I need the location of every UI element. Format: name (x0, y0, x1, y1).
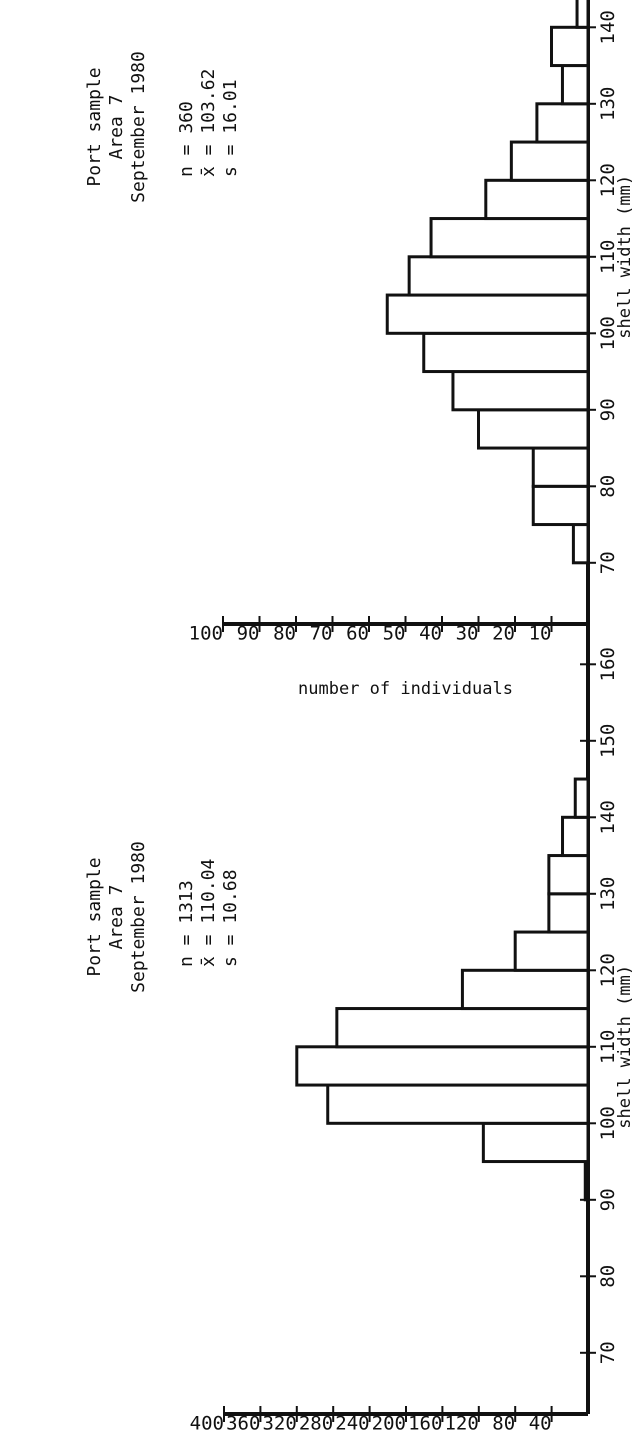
annotation-stat: x̄ = 110.04 (198, 859, 219, 967)
annotation-line: Area 7 (106, 94, 127, 159)
histogram-panel-large-sample: 7080901001101201301401501604080120160200… (84, 587, 634, 1435)
histogram-bar (513, 930, 590, 972)
histogram-bar (535, 102, 590, 144)
x-tick-label: 120 (597, 163, 619, 197)
y-tick-label: 40 (419, 623, 442, 645)
histogram-bar (460, 968, 590, 1011)
histogram-bar (429, 217, 590, 259)
y-tick-label: 320 (262, 1413, 296, 1435)
y-tick-label: 90 (237, 623, 260, 645)
histogram-bar (484, 178, 590, 221)
y-tick-label: 360 (226, 1413, 260, 1435)
y-tick-label: 120 (444, 1413, 478, 1435)
histogram-bar (295, 1045, 590, 1087)
y-tick-label: 30 (456, 623, 479, 645)
y-tick-label: 20 (492, 623, 515, 645)
annotation-stat: s = 10.68 (220, 869, 241, 967)
x-tick-label: 100 (597, 316, 619, 350)
y-tick-label: 50 (383, 623, 406, 645)
x-tick-label: 160 (597, 647, 619, 681)
histogram-bar (575, 0, 590, 29)
histogram-bar (560, 64, 590, 106)
annotation-stat: x̄ = 103.62 (198, 69, 219, 177)
y-tick-label: 160 (408, 1413, 442, 1435)
x-tick-label: 130 (597, 87, 619, 121)
histogram-bar (561, 815, 590, 858)
y-tick-label: 240 (335, 1413, 369, 1435)
annotation-stat: s = 16.01 (220, 79, 241, 177)
histogram-bar (422, 331, 590, 374)
y-tick-label: 280 (299, 1413, 333, 1435)
x-axis-title: shell width (mm) (615, 175, 634, 339)
y-tick-label: 100 (189, 623, 223, 645)
x-tick-label: 130 (597, 877, 619, 911)
histogram-bar (451, 370, 590, 412)
histogram-bar (571, 523, 590, 565)
histogram-bar (573, 777, 590, 819)
annotation-line: September 1980 (128, 51, 149, 203)
x-tick-label: 100 (597, 1106, 619, 1140)
annotation-stat: n = 1313 (176, 880, 197, 967)
y-tick-label: 70 (310, 623, 333, 645)
x-tick-label: 90 (597, 1188, 619, 1211)
x-axis-title: shell width (mm) (615, 965, 634, 1129)
x-tick-label: 120 (597, 953, 619, 987)
x-tick-label: 110 (597, 1030, 619, 1064)
y-tick-label: 40 (529, 1413, 552, 1435)
histogram-bar (481, 1121, 590, 1164)
histogram-bar (407, 255, 590, 297)
y-tick-label: 80 (273, 623, 296, 645)
x-tick-label: 80 (597, 475, 619, 498)
x-tick-label: 140 (597, 800, 619, 834)
histogram-bar (385, 293, 590, 335)
y-axis-title: number of individuals (298, 679, 513, 699)
histogram-panel-small-sample: 7080901001101201301401501601020304050607… (84, 0, 634, 699)
histogram-bar (509, 140, 590, 182)
histogram-bar (550, 25, 590, 68)
annotation-line: September 1980 (128, 841, 149, 993)
x-tick-label: 150 (597, 724, 619, 758)
histogram-bar (477, 408, 590, 450)
annotation-line: Port sample (84, 857, 105, 976)
histogram-bar (326, 1083, 590, 1125)
x-tick-label: 70 (597, 551, 619, 574)
histogram-bar (583, 1160, 590, 1202)
histogram-bar (547, 854, 590, 896)
annotation-line: Area 7 (106, 884, 127, 949)
x-tick-label: 110 (597, 240, 619, 274)
y-tick-label: 60 (346, 623, 369, 645)
histogram-bar (531, 446, 590, 488)
y-tick-label: 200 (372, 1413, 406, 1435)
histogram-bar (335, 1007, 590, 1049)
histogram-bar (531, 484, 590, 527)
y-tick-label: 10 (529, 623, 552, 645)
annotation-line: Port sample (84, 67, 105, 186)
x-tick-label: 80 (597, 1265, 619, 1288)
y-tick-label: 400 (190, 1413, 224, 1435)
x-tick-label: 70 (597, 1341, 619, 1364)
histogram-bar (547, 892, 590, 934)
x-tick-label: 140 (597, 10, 619, 44)
annotation-stat: n = 360 (176, 101, 197, 177)
y-tick-label: 80 (492, 1413, 515, 1435)
x-tick-label: 90 (597, 398, 619, 421)
